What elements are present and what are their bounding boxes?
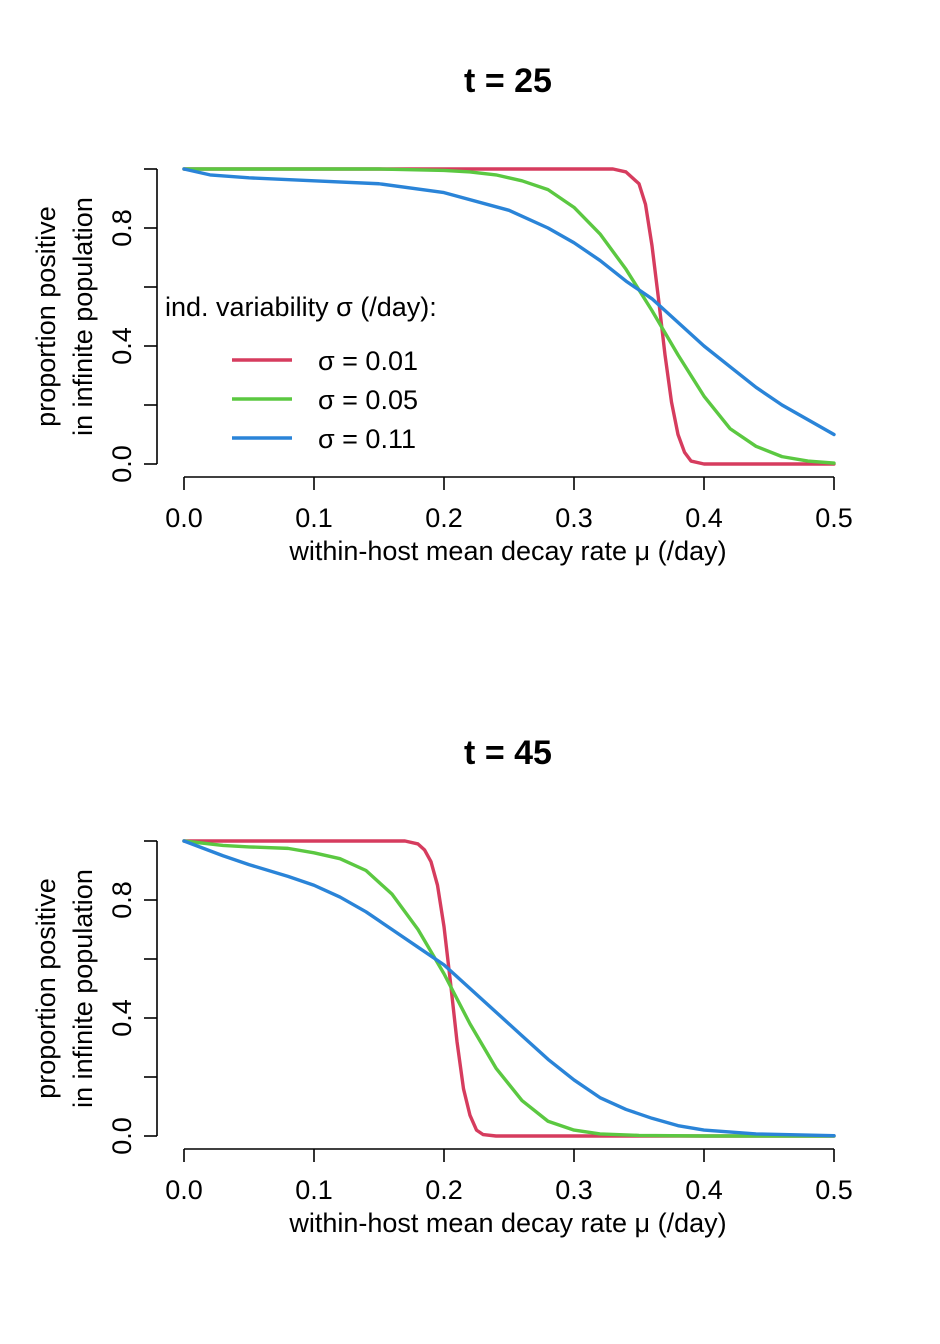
series-line-3 [182,839,836,1138]
y-tick-label: 0.0 [107,445,137,483]
series-line-3 [182,167,836,437]
y-tick-label: 0.4 [107,327,137,365]
legend-entry: σ = 0.01 [318,346,418,376]
x-axis-label: within-host mean decay rate μ (/day) [288,1208,726,1238]
y-axis-label: in infinite population [68,869,98,1108]
x-tick-label: 0.1 [295,1175,333,1205]
y-axis-label: proportion positive [31,878,61,1099]
series-line-1 [182,839,836,1138]
legend-title: ind. variability σ (/day): [165,292,437,322]
series-line-2 [182,167,836,465]
x-tick-label: 0.2 [425,1175,463,1205]
x-tick-label: 0.4 [685,1175,723,1205]
chart-panel-2: t = 45 0.0 0.1 0.2 0.3 0.4 0.5 0.0 0.4 0.8 proport… [31,734,853,1238]
legend: ind. variability σ (/day): σ = 0.01 σ = 0.… [165,292,437,454]
x-tick-label: 0.3 [555,503,593,533]
y-tick-label: 0.8 [107,881,137,919]
x-tick-label: 0.5 [815,503,853,533]
x-tick-label: 0.4 [685,503,723,533]
chart-panel-1: t = 25 0.0 0.1 0.2 0.3 0.4 0.5 0.0 0.4 0.8 proport… [31,62,853,566]
y-tick-label: 0.0 [107,1117,137,1155]
x-tick-label: 0.3 [555,1175,593,1205]
x-tick-label: 0.5 [815,1175,853,1205]
chart-title: t = 45 [464,734,552,772]
chart-title: t = 25 [464,62,552,100]
x-tick-label: 0.0 [165,1175,203,1205]
x-tick-label: 0.1 [295,503,333,533]
y-tick-label: 0.4 [107,999,137,1037]
series-line-2 [182,839,836,1138]
y-tick-label: 0.8 [107,209,137,247]
x-tick-label: 0.0 [165,503,203,533]
legend-entry: σ = 0.05 [318,385,418,415]
y-axis-label: in infinite population [68,197,98,436]
x-axis-label: within-host mean decay rate μ (/day) [288,536,726,566]
legend-entry: σ = 0.11 [318,424,416,454]
y-axis-label: proportion positive [31,206,61,427]
x-tick-label: 0.2 [425,503,463,533]
